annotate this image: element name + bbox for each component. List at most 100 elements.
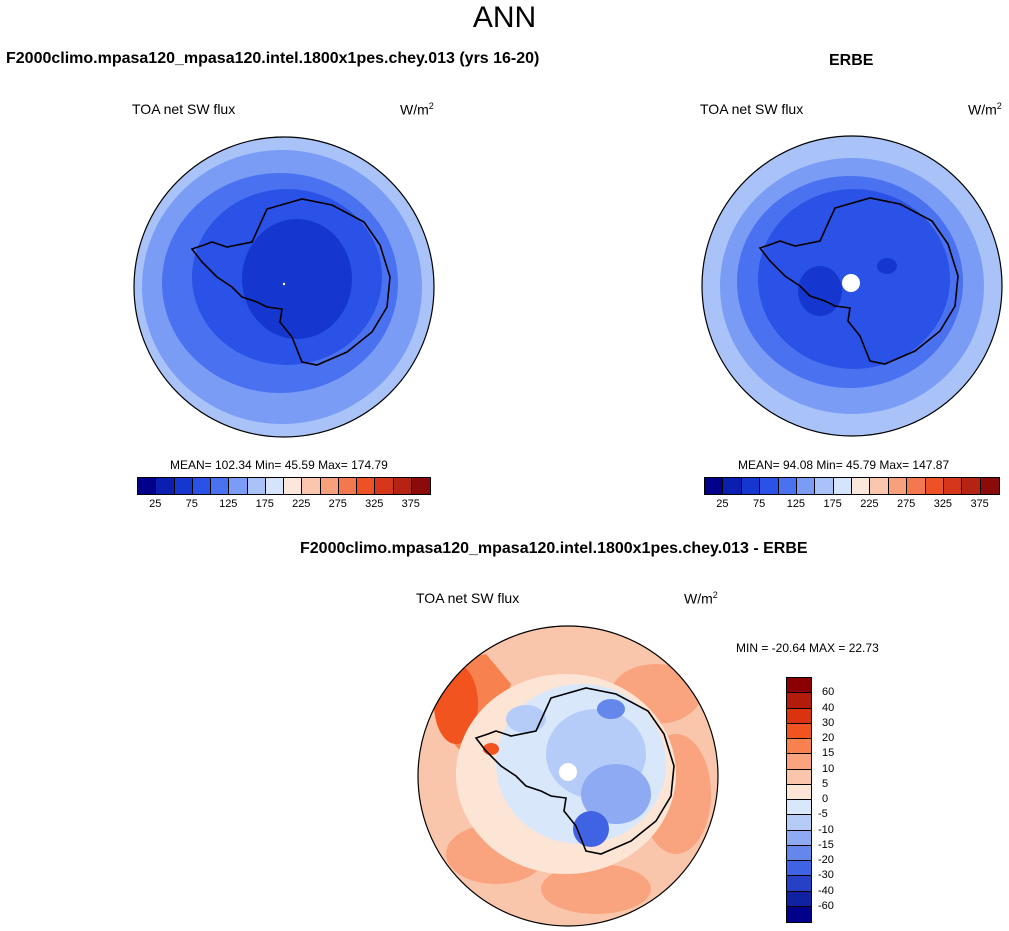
colorbar-tick-label: 60 <box>822 686 835 699</box>
colorbar-tick-label: 325 <box>933 498 953 510</box>
model-colorbar <box>137 477 431 495</box>
colorbar-swatch <box>787 800 811 816</box>
diff-colorbar-ticks: 60 40 30 20 15 10 5 0 -5 -10 -15 -20 -30 -40 -60 <box>818 677 858 921</box>
colorbar-tick-label: 30 <box>822 716 835 729</box>
colorbar-swatch <box>787 739 811 755</box>
colorbar-swatch <box>375 478 394 494</box>
diff-panel-title: F2000climo.mpasa120_mpasa120.intel.1800x… <box>300 540 808 557</box>
figure-title: ANN <box>472 1 537 34</box>
colorbar-tick-label: -60 <box>818 899 834 912</box>
colorbar-swatch <box>247 478 266 494</box>
colorbar-swatch <box>870 478 889 494</box>
model-panel-title: F2000climo.mpasa120_mpasa120.intel.1800x… <box>6 50 540 67</box>
diff-variable-label: TOA net SW flux <box>416 590 520 606</box>
obs-polar-map <box>701 135 1003 437</box>
model-variable-label: TOA net SW flux <box>132 101 236 117</box>
colorbar-tick-label: 125 <box>219 498 238 510</box>
colorbar-swatch <box>723 478 742 494</box>
model-units-label: W/m2 <box>400 101 434 118</box>
colorbar-tick-label: -40 <box>818 884 834 897</box>
colorbar-tick-label: 275 <box>896 498 916 510</box>
colorbar-swatch <box>888 478 908 494</box>
colorbar-swatch <box>787 678 811 694</box>
colorbar-tick-label: 40 <box>822 701 835 714</box>
colorbar-tick-label: 325 <box>365 498 384 510</box>
colorbar-swatch <box>980 478 999 494</box>
colorbar-swatch <box>265 478 284 494</box>
missing-data-pole <box>559 763 577 781</box>
diff-colorbar <box>786 677 812 923</box>
colorbar-tick-label: -5 <box>818 808 828 821</box>
obs-stats: MEAN= 94.08 Min= 45.79 Max= 147.87 <box>738 458 950 472</box>
colorbar-swatch <box>907 478 926 494</box>
colorbar-tick-label: 15 <box>822 747 835 760</box>
antarctica-coastline <box>474 687 675 855</box>
colorbar-swatch <box>787 845 811 861</box>
colorbar-swatch <box>943 478 963 494</box>
colorbar-swatch <box>787 693 811 709</box>
obs-colorbar <box>704 477 1000 495</box>
colorbar-tick-label: -30 <box>818 869 834 882</box>
colorbar-tick-label: 75 <box>753 498 766 510</box>
colorbar-swatch <box>411 478 430 494</box>
colorbar-tick-label: -20 <box>818 854 834 866</box>
colorbar-swatch <box>705 478 724 494</box>
colorbar-tick-label: 20 <box>822 732 835 744</box>
colorbar-tick-label: 125 <box>786 498 806 510</box>
colorbar-swatch <box>284 478 303 494</box>
colorbar-swatch <box>815 478 834 494</box>
colorbar-swatch <box>778 478 797 494</box>
colorbar-swatch <box>357 478 376 494</box>
colorbar-tick-label: 75 <box>185 498 198 510</box>
colorbar-tick-label: -10 <box>818 823 834 836</box>
colorbar-swatch <box>229 478 248 494</box>
colorbar-swatch <box>787 861 811 877</box>
colorbar-tick-label: 25 <box>716 498 729 510</box>
colorbar-swatch <box>211 478 230 494</box>
colorbar-tick-label: 225 <box>292 498 311 510</box>
colorbar-swatch <box>796 478 816 494</box>
colorbar-tick-label: 375 <box>970 498 989 510</box>
colorbar-swatch <box>787 906 811 922</box>
model-polar-map <box>133 136 435 438</box>
colorbar-tick-label: 225 <box>860 498 879 510</box>
diff-stats: MIN = -20.64 MAX = 22.73 <box>736 641 879 655</box>
colorbar-swatch <box>741 478 761 494</box>
colorbar-swatch <box>338 478 357 494</box>
colorbar-swatch <box>393 478 412 494</box>
colorbar-swatch <box>787 754 811 770</box>
colorbar-swatch <box>192 478 211 494</box>
obs-panel-title: ERBE <box>829 52 874 69</box>
colorbar-swatch <box>962 478 981 494</box>
antarctica-coastline <box>758 197 959 365</box>
colorbar-swatch <box>925 478 944 494</box>
colorbar-swatch <box>787 815 811 831</box>
model-stats: MEAN= 102.34 Min= 45.59 Max= 174.79 <box>170 458 388 472</box>
colorbar-swatch <box>174 478 193 494</box>
colorbar-swatch <box>760 478 779 494</box>
colorbar-tick-label: 5 <box>822 777 829 790</box>
antarctica-coastline <box>190 198 391 366</box>
obs-colorbar-ticks: 25 75 125 175 225 275 325 375 <box>704 498 998 512</box>
colorbar-swatch <box>156 478 175 494</box>
colorbar-swatch <box>320 478 339 494</box>
colorbar-swatch <box>302 478 321 494</box>
missing-data-pole <box>842 274 860 292</box>
diff-units-label: W/m2 <box>684 590 718 607</box>
colorbar-swatch <box>787 784 811 800</box>
obs-units-label: W/m2 <box>968 101 1002 118</box>
diff-polar-map <box>417 625 719 927</box>
colorbar-tick-label: 25 <box>149 498 162 510</box>
model-colorbar-ticks: 25 75 125 175 225 275 325 375 <box>137 498 429 512</box>
colorbar-swatch <box>787 876 811 892</box>
colorbar-swatch <box>787 708 811 724</box>
colorbar-tick-label: 175 <box>823 498 842 510</box>
colorbar-tick-label: 275 <box>328 498 347 510</box>
colorbar-swatch <box>852 478 871 494</box>
colorbar-swatch <box>833 478 852 494</box>
colorbar-swatch <box>787 891 811 907</box>
colorbar-tick-label: -15 <box>818 838 834 851</box>
colorbar-swatch <box>787 830 811 846</box>
colorbar-tick-label: 10 <box>822 762 835 775</box>
colorbar-tick-label: 175 <box>255 498 274 510</box>
